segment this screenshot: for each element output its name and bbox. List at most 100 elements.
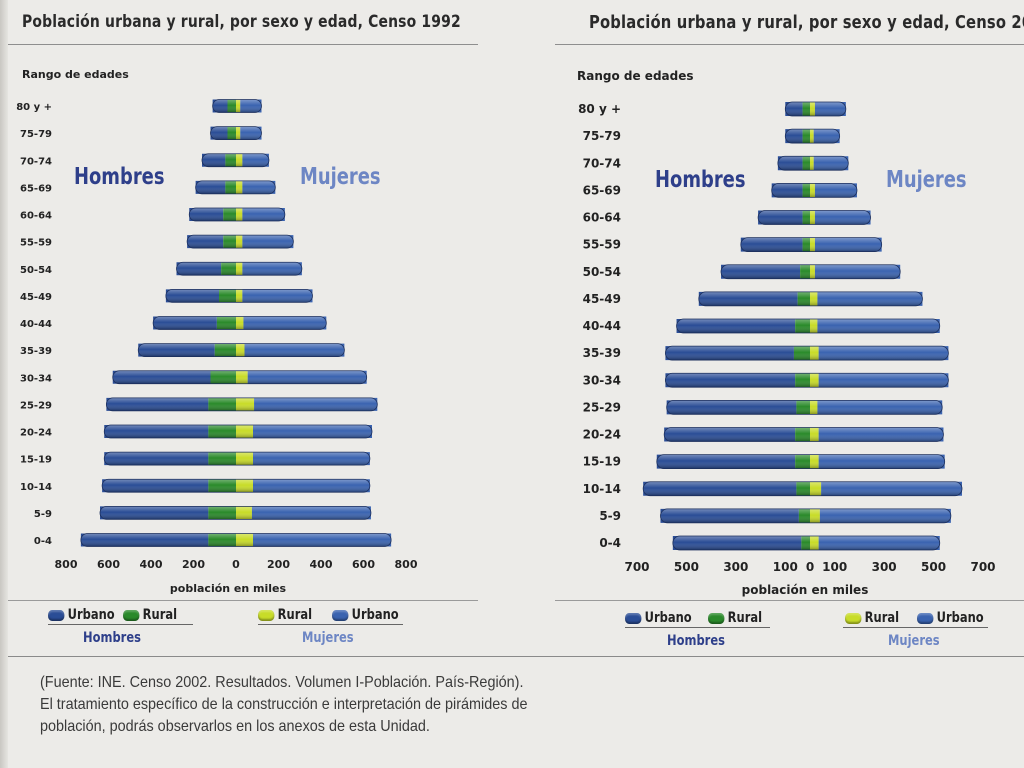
source-note-line: población, podrás observarlos en los ane… xyxy=(40,718,430,735)
age-group-bar xyxy=(663,427,944,442)
age-group-label: 30-34 xyxy=(583,373,621,387)
title-divider xyxy=(555,44,1024,45)
population-pyramid-2002: Rango de edades Hombres Mujeres 0-4 5-9 10-14… xyxy=(577,69,996,597)
age-group-bar xyxy=(210,126,262,141)
bar-gloss xyxy=(99,505,372,520)
bar-gloss xyxy=(112,370,368,385)
x-tick-label: 600 xyxy=(352,558,375,571)
age-group-label: 35-39 xyxy=(583,346,621,360)
age-group-bar xyxy=(660,508,952,524)
x-tick-label: 800 xyxy=(395,558,418,571)
age-group-label: 40-44 xyxy=(583,319,621,333)
age-group-label: 50-54 xyxy=(583,265,621,279)
age-group-bar xyxy=(666,399,943,415)
bar-gloss xyxy=(210,126,262,141)
age-group-bar xyxy=(771,182,858,198)
age-group-bar xyxy=(152,316,327,330)
legend-label: Rural xyxy=(277,607,313,623)
age-group-label: 60-64 xyxy=(583,211,621,225)
age-group-label: 80 y + xyxy=(578,102,621,116)
legend-1992: Urbano Rural Rural Urbano Hombres Mujere… xyxy=(8,605,478,655)
age-group-bar xyxy=(740,237,883,253)
rural-mujeres-swatch xyxy=(845,612,862,624)
legend-divider xyxy=(8,600,478,601)
legend-divider xyxy=(555,600,1024,601)
age-group-bar xyxy=(212,99,262,113)
x-tick-label: 500 xyxy=(674,560,699,574)
side-label-hombres: Hombres xyxy=(74,163,164,190)
bar-gloss xyxy=(665,345,949,361)
age-group-label: 55-59 xyxy=(583,238,621,252)
age-group-label: 25-29 xyxy=(583,400,621,414)
x-tick-label: 800 xyxy=(55,558,78,571)
x-tick-label: 500 xyxy=(921,560,946,574)
legend-label: Rural xyxy=(727,610,763,626)
age-group-bar xyxy=(112,370,368,385)
bar-gloss xyxy=(720,264,901,280)
legend-group-divider xyxy=(258,624,403,625)
rural-mujeres-swatch xyxy=(258,609,275,621)
age-group-label: 45-49 xyxy=(20,292,52,303)
x-tick-label: 0 xyxy=(806,560,814,574)
urbano-mujeres-swatch xyxy=(332,609,349,621)
age-group-bar xyxy=(665,345,949,361)
bar-gloss xyxy=(176,261,303,276)
bar-gloss xyxy=(80,533,392,547)
age-group-label: 10-14 xyxy=(20,482,52,493)
age-group-bar xyxy=(698,291,923,307)
y-axis-label: Rango de edades xyxy=(577,69,694,83)
age-group-label: 65-69 xyxy=(20,183,52,194)
age-group-label: 70-74 xyxy=(20,156,52,167)
urbano-hombres-swatch xyxy=(48,609,65,621)
legend-group-hombres: Hombres xyxy=(667,633,725,649)
legend-label: Urbano xyxy=(936,610,984,626)
age-group-bar xyxy=(101,478,371,493)
side-label-mujeres: Mujeres xyxy=(300,163,381,190)
bar-gloss xyxy=(101,478,371,493)
age-group-bar xyxy=(137,343,345,358)
age-group-label: 0-4 xyxy=(599,536,621,550)
bar-gloss xyxy=(771,182,858,198)
legend-item-hombres-rural: Rural xyxy=(708,610,762,626)
bar-gloss xyxy=(137,343,345,358)
x-tick-label: 700 xyxy=(970,560,995,574)
age-group-bar xyxy=(784,128,841,144)
x-tick-label: 100 xyxy=(822,560,847,574)
x-tick-label: 300 xyxy=(723,560,748,574)
age-group-bar xyxy=(642,481,963,497)
x-tick-label: 300 xyxy=(872,560,897,574)
bar-gloss xyxy=(642,481,963,497)
bar-gloss xyxy=(195,180,276,195)
bar-gloss xyxy=(784,128,841,144)
age-group-label: 80 y + xyxy=(16,102,52,113)
bar-gloss xyxy=(105,397,378,412)
age-group-label: 25-29 xyxy=(20,400,52,411)
age-group-label: 70-74 xyxy=(583,156,621,170)
bar-gloss xyxy=(201,153,270,168)
source-note-line: (Fuente: INE. Censo 2002. Resultados. Vo… xyxy=(40,674,524,691)
legend-group-divider xyxy=(843,627,988,628)
age-group-bar xyxy=(103,424,373,439)
age-group-bar xyxy=(777,155,849,171)
legend-label: Rural xyxy=(864,610,900,626)
bar-gloss xyxy=(165,288,313,303)
age-group-bar xyxy=(188,207,286,222)
bar-gloss xyxy=(656,454,946,470)
rural-hombres-swatch xyxy=(708,612,725,624)
footer-divider xyxy=(8,656,1024,657)
age-group-label: 50-54 xyxy=(20,265,52,276)
bar-gloss xyxy=(757,210,871,225)
bar-gloss xyxy=(666,399,943,415)
age-group-bar xyxy=(165,288,313,303)
legend-label: Urbano xyxy=(644,610,692,626)
legend-item-mujeres-rural: Rural xyxy=(845,610,899,626)
age-group-label: 5-9 xyxy=(34,509,52,520)
x-tick-label: 100 xyxy=(773,560,798,574)
age-group-label: 35-39 xyxy=(20,346,52,357)
age-group-bar xyxy=(103,451,371,466)
x-tick-label: 400 xyxy=(310,558,333,571)
bar-gloss xyxy=(784,101,847,117)
age-group-bar xyxy=(195,180,276,195)
bar-gloss xyxy=(676,318,941,334)
legend-label: Rural xyxy=(142,607,178,623)
